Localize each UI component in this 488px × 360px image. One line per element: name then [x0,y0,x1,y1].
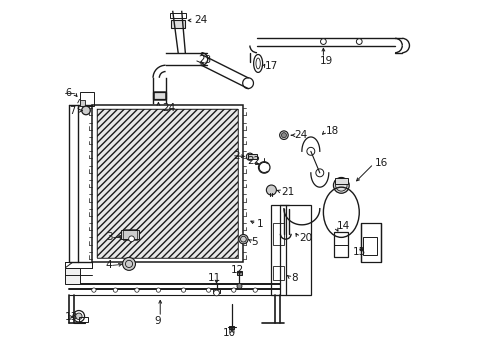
Text: 9: 9 [154,316,161,325]
Bar [97,109,237,258]
Bar [247,154,257,159]
Circle shape [206,288,210,292]
Bar [171,20,185,28]
Text: 18: 18 [325,126,339,135]
Circle shape [279,131,287,139]
Circle shape [333,177,348,193]
Bar [229,326,234,329]
Bar [79,317,88,321]
Circle shape [246,153,253,160]
Bar [65,262,92,268]
Circle shape [253,288,257,292]
Text: 12: 12 [230,265,243,275]
Bar [237,271,242,275]
Text: 2: 2 [233,150,239,161]
Bar [271,205,310,295]
Text: 5: 5 [251,237,258,247]
Text: 7: 7 [69,106,76,116]
Bar [154,91,164,100]
Circle shape [213,290,219,296]
Circle shape [128,236,134,242]
Bar [80,100,85,107]
Bar [80,92,94,107]
Circle shape [320,39,325,44]
Bar [360,223,380,262]
Bar [92,105,242,262]
Text: 21: 21 [281,187,294,197]
Text: 13: 13 [65,312,78,322]
Text: 23: 23 [198,55,211,65]
Text: 14: 14 [336,221,349,231]
Bar [65,268,80,284]
Text: 11: 11 [207,273,220,283]
Bar [362,237,376,255]
Circle shape [238,234,247,244]
Circle shape [231,288,235,292]
Circle shape [113,288,117,292]
Circle shape [266,185,276,195]
Bar [273,266,284,280]
Text: 24: 24 [194,15,207,26]
Text: 6: 6 [65,88,71,98]
Bar [121,230,139,239]
Text: 19: 19 [319,56,332,66]
Text: 24: 24 [294,130,307,140]
Text: 16: 16 [373,158,387,168]
Circle shape [356,39,362,44]
Bar [333,232,348,257]
Circle shape [156,288,160,292]
Circle shape [122,257,135,270]
Bar [97,109,237,258]
Bar [153,92,165,99]
Circle shape [92,288,96,292]
Bar [122,229,137,240]
Bar [170,13,185,18]
Text: 1: 1 [257,220,263,229]
Text: 15: 15 [352,247,366,257]
Circle shape [81,106,90,115]
Circle shape [281,133,286,138]
Bar [273,223,284,244]
Bar [334,178,347,184]
Text: 22: 22 [246,156,260,166]
Bar [212,289,220,293]
Circle shape [237,284,242,289]
Circle shape [76,313,82,319]
Text: 10: 10 [223,328,236,338]
Text: 8: 8 [290,273,297,283]
Text: 24: 24 [162,103,175,113]
Circle shape [181,288,185,292]
Circle shape [135,288,139,292]
Text: 4: 4 [106,260,112,270]
Text: 3: 3 [106,232,112,242]
Text: 20: 20 [298,233,311,243]
Text: 17: 17 [265,61,278,71]
